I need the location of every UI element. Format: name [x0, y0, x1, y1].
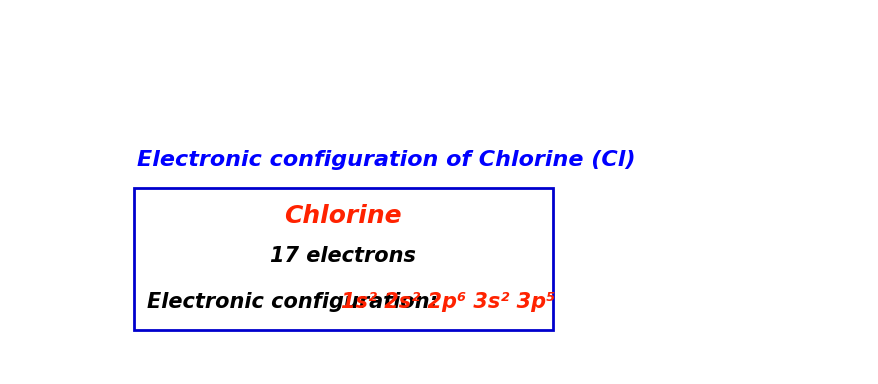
Text: 17 electrons: 17 electrons: [270, 246, 415, 266]
Text: Chlorine: Chlorine: [284, 204, 401, 228]
Text: Electronic configuration of Chlorine (Cl): Electronic configuration of Chlorine (Cl…: [137, 150, 635, 170]
FancyBboxPatch shape: [133, 188, 552, 330]
Text: 1s² 2s² 2p⁶ 3s² 3p⁵: 1s² 2s² 2p⁶ 3s² 3p⁵: [341, 291, 555, 311]
Text: Electronic configuration:: Electronic configuration:: [148, 291, 445, 311]
